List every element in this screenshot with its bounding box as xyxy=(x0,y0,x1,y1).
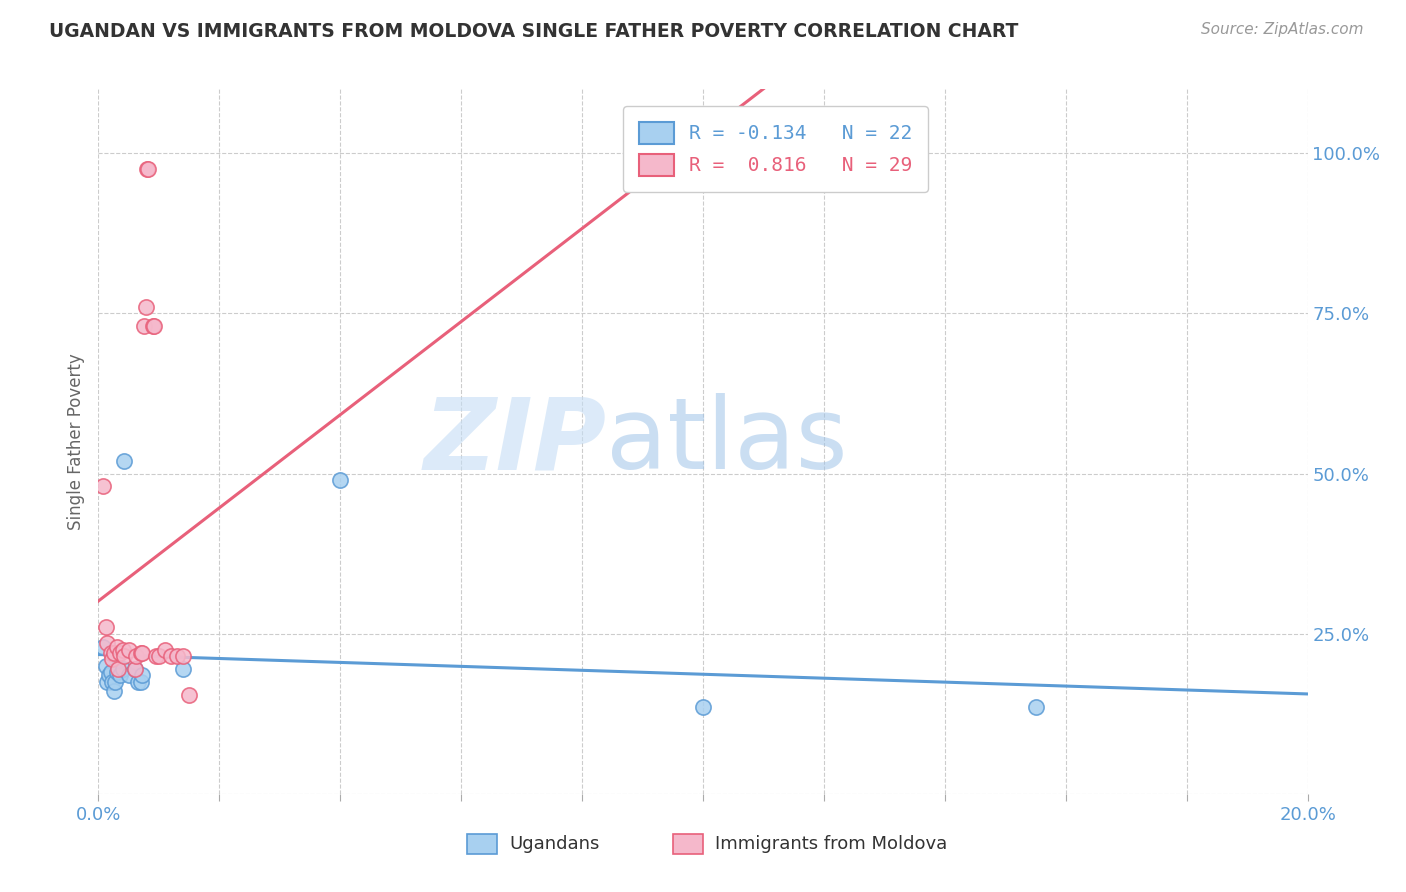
Point xyxy=(105,640,128,654)
Point xyxy=(132,319,155,334)
Point xyxy=(112,454,135,468)
Point xyxy=(111,662,134,676)
Point xyxy=(143,319,166,334)
Point xyxy=(94,658,117,673)
Point xyxy=(145,649,167,664)
Legend: R = -0.134   N = 22, R =  0.816   N = 29: R = -0.134 N = 22, R = 0.816 N = 29 xyxy=(623,106,928,192)
Point xyxy=(131,668,153,682)
Point xyxy=(100,665,122,680)
Point xyxy=(100,652,122,666)
Point xyxy=(124,662,146,676)
Point xyxy=(135,300,157,314)
Point xyxy=(127,674,149,689)
Point xyxy=(96,636,118,650)
Y-axis label: Single Father Poverty: Single Father Poverty xyxy=(66,353,84,530)
Bar xyxy=(467,834,498,854)
Point xyxy=(124,662,146,676)
Point xyxy=(329,473,352,487)
Point xyxy=(98,668,121,682)
Point xyxy=(172,649,194,664)
Point xyxy=(91,640,114,654)
Point xyxy=(91,479,114,493)
Point xyxy=(107,662,129,676)
Point xyxy=(153,642,176,657)
Point xyxy=(160,649,183,664)
Point xyxy=(125,649,148,664)
Bar xyxy=(672,834,703,854)
Point xyxy=(148,649,170,664)
Point xyxy=(96,674,118,689)
Point xyxy=(118,668,141,682)
Text: atlas: atlas xyxy=(606,393,848,490)
Point xyxy=(108,668,131,682)
Point xyxy=(166,649,188,664)
Point xyxy=(111,642,134,657)
Point xyxy=(692,700,714,714)
Point xyxy=(129,646,152,660)
Point xyxy=(179,688,201,702)
Point xyxy=(100,674,122,689)
Point xyxy=(100,646,122,660)
Point xyxy=(105,665,128,680)
Text: Ugandans: Ugandans xyxy=(509,835,600,853)
Text: UGANDAN VS IMMIGRANTS FROM MOLDOVA SINGLE FATHER POVERTY CORRELATION CHART: UGANDAN VS IMMIGRANTS FROM MOLDOVA SINGL… xyxy=(49,22,1018,41)
Point xyxy=(112,649,135,664)
Point xyxy=(136,162,159,177)
Point xyxy=(118,642,141,657)
Text: Immigrants from Moldova: Immigrants from Moldova xyxy=(716,835,948,853)
Point xyxy=(172,662,194,676)
Point xyxy=(142,319,165,334)
Point xyxy=(103,646,125,660)
Text: Source: ZipAtlas.com: Source: ZipAtlas.com xyxy=(1201,22,1364,37)
Point xyxy=(1024,700,1046,714)
Point xyxy=(129,674,152,689)
Point xyxy=(103,684,125,698)
Point xyxy=(108,646,131,660)
Point xyxy=(104,674,127,689)
Point xyxy=(135,162,157,177)
Point xyxy=(94,620,117,634)
Point xyxy=(107,646,129,660)
Text: ZIP: ZIP xyxy=(423,393,606,490)
Point xyxy=(131,646,153,660)
